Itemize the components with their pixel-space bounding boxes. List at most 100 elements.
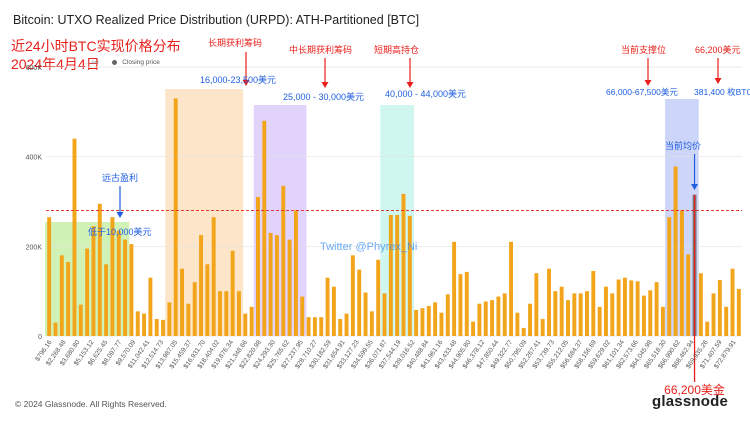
bar: [148, 277, 153, 336]
bar: [211, 217, 216, 336]
bar: [97, 203, 102, 336]
bar: [464, 271, 469, 336]
bar: [224, 291, 229, 336]
bar: [180, 268, 184, 336]
bar: [123, 239, 128, 336]
bar: [363, 292, 368, 336]
bar: [452, 241, 457, 336]
bar: [483, 301, 488, 336]
bar: [331, 286, 336, 336]
cn-title-line1: 近24小时BTC实现价格分布: [11, 38, 181, 54]
green-arrow-head: [116, 212, 124, 218]
price-bottom-label: 66,200美金: [664, 382, 725, 397]
bar: [534, 273, 539, 336]
zone-green-label: 低于10,000美元: [88, 226, 152, 237]
bar: [604, 286, 608, 336]
bar: [730, 268, 735, 336]
bar: [585, 291, 589, 336]
bar: [679, 210, 684, 336]
bar: [256, 197, 260, 336]
zone-orange-name: 长期获利筹码: [208, 37, 262, 48]
bar: [528, 303, 532, 336]
legend-dot-icon: [112, 59, 118, 65]
bar: [490, 300, 495, 336]
bar: [104, 264, 109, 336]
bar: [376, 259, 381, 336]
bar: [167, 302, 172, 336]
zone-purple-label: 25,000 - 30,000美元: [283, 91, 364, 102]
bar: [736, 288, 741, 336]
legend-closing-label[interactable]: Closing price: [122, 59, 160, 66]
bar: [445, 294, 450, 336]
bar: [344, 313, 349, 336]
bar: [540, 318, 545, 336]
y-tick-label: 400K: [26, 155, 43, 162]
chart-title: Bitcoin: UTXO Realized Price Distributio…: [13, 13, 420, 27]
orange-arrow-head: [242, 80, 250, 86]
zones-layer: [45, 89, 699, 336]
bar: [186, 303, 191, 336]
bar: [439, 312, 444, 336]
bar: [281, 185, 286, 336]
bar: [597, 306, 602, 336]
bar: [433, 302, 438, 336]
zone-blue-name: 当前支撑位: [621, 44, 666, 55]
bar: [53, 322, 58, 336]
volume-label: 381,400 枚BTC: [694, 87, 750, 97]
blue-zone-arrow-head: [644, 80, 652, 86]
zone-1: [165, 89, 244, 336]
bar: [135, 311, 140, 336]
bar: [91, 226, 96, 336]
y-tick-label: 0: [38, 334, 42, 341]
bar: [717, 279, 722, 336]
bar: [382, 293, 387, 336]
bar: [72, 138, 77, 336]
bar: [319, 317, 324, 336]
bar: [401, 193, 406, 336]
bar: [515, 312, 520, 336]
bar: [357, 269, 362, 336]
bar: [110, 217, 115, 336]
bar: [388, 214, 393, 336]
bar: [262, 120, 267, 336]
zone-green-name: 远古盈利: [102, 172, 138, 183]
bar: [243, 313, 248, 336]
bar: [547, 268, 551, 336]
bar: [325, 277, 330, 336]
bar: [673, 166, 678, 336]
bar: [724, 306, 729, 336]
bar: [192, 282, 197, 336]
zone-orange-label: 16,000-23,500美元: [200, 74, 276, 85]
bar: [237, 291, 241, 336]
legend: ...ed Closing price: [86, 59, 160, 66]
bar: [509, 241, 514, 336]
bar: [471, 321, 476, 336]
bar: [502, 293, 507, 336]
legend-hidden-label[interactable]: ...ed: [86, 59, 99, 66]
bar: [622, 277, 627, 336]
bar: [426, 305, 431, 336]
bar: [154, 318, 159, 336]
watermark: Twitter @Phyrex_Ni: [320, 241, 417, 253]
bar: [591, 270, 596, 336]
brand-logo: glassnode: [652, 393, 728, 410]
bar: [350, 255, 355, 336]
bars-layer: [47, 98, 741, 336]
bar: [629, 280, 634, 336]
bar: [477, 303, 482, 336]
bar: [572, 293, 577, 336]
bar: [369, 311, 374, 336]
bar: [654, 282, 659, 336]
bar: [496, 296, 501, 336]
cyan-arrow-head: [406, 82, 414, 88]
price-top-label: 66,200美元: [695, 44, 741, 55]
bar: [230, 250, 235, 336]
bar: [648, 290, 653, 336]
bar: [559, 286, 564, 336]
bar: [553, 291, 558, 336]
purple-arrow-head: [321, 82, 329, 88]
bar: [218, 291, 222, 336]
bar: [578, 293, 583, 336]
